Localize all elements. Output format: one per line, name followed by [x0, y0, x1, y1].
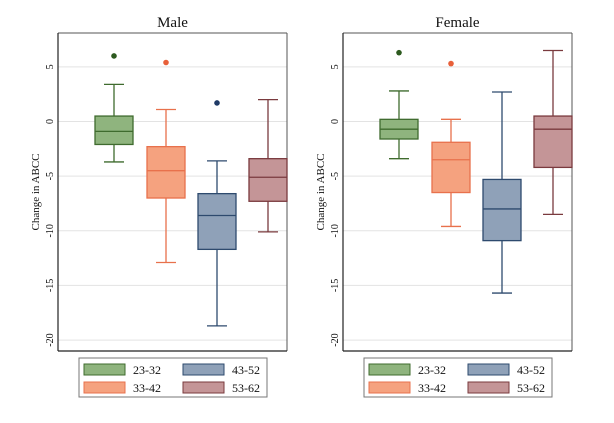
box-iqr [197, 192, 237, 251]
y-tick-label: -15 [45, 279, 56, 292]
box-33-42 [146, 59, 186, 264]
legend-label: 53-62 [232, 381, 260, 395]
legend-swatch [368, 363, 411, 376]
outlier-point [163, 59, 169, 66]
y-axis-label: Change in ABCC [315, 153, 327, 230]
y-tick-label: -20 [45, 333, 56, 346]
outlier-point [396, 49, 402, 56]
y-tick-label: 0 [45, 119, 56, 124]
legend-label: 53-62 [517, 381, 545, 395]
outlier-point [448, 60, 454, 67]
legend-item-33-42: 33-42 [83, 381, 161, 395]
legend-label: 23-32 [133, 363, 161, 377]
legend-swatch [467, 363, 510, 376]
chart-title: Male [157, 15, 188, 31]
box-53-62 [533, 49, 573, 216]
legend-item-53-62: 53-62 [182, 381, 260, 395]
legend: 23-32 33-42 43-52 53-62 [78, 357, 268, 398]
y-tick-label: -10 [330, 224, 341, 237]
legend-item-43-52: 43-52 [182, 363, 260, 377]
panel-female: Female 5 0 -5 -10 -15 -20 Change in ABCC 23-32 33… [315, 15, 573, 398]
legend-swatch [83, 381, 126, 394]
y-tick-label: -5 [45, 172, 56, 180]
box-iqr [482, 178, 522, 242]
y-tick-label: -20 [330, 333, 341, 346]
panel-male: Male 5 0 -5 -10 -15 -20 Change in ABCC 23-32 33-4… [30, 15, 288, 398]
legend-label: 33-42 [418, 381, 446, 395]
box-33-42 [431, 60, 471, 228]
legend-item-43-52: 43-52 [467, 363, 545, 377]
box-53-62 [248, 99, 288, 233]
box-iqr [146, 145, 186, 199]
box-43-52 [482, 91, 522, 294]
legend-swatch [83, 363, 126, 376]
y-tick-label: -10 [45, 224, 56, 237]
outlier-point [111, 53, 117, 59]
box-23-32 [379, 49, 419, 160]
legend-item-33-42: 33-42 [368, 381, 446, 395]
legend-item-23-32: 23-32 [368, 363, 446, 377]
legend-swatch [182, 381, 225, 394]
legend-label: 33-42 [133, 381, 161, 395]
y-tick-label: -15 [330, 279, 341, 292]
legend-label: 43-52 [232, 363, 260, 377]
y-tick-label: -5 [330, 172, 341, 180]
y-tick-label: 5 [45, 64, 56, 69]
box-iqr [431, 141, 471, 194]
legend-swatch [467, 381, 510, 394]
y-tick-label: 5 [330, 64, 341, 69]
legend-label: 43-52 [517, 363, 545, 377]
legend: 23-32 33-42 43-52 53-62 [363, 357, 553, 398]
y-axis-label: Change in ABCC [30, 153, 42, 230]
box-iqr [248, 158, 288, 202]
box-iqr [94, 115, 134, 146]
legend-swatch [368, 381, 411, 394]
legend-swatch [182, 363, 225, 376]
box-43-52 [197, 100, 237, 327]
legend-item-53-62: 53-62 [467, 381, 545, 395]
box-23-32 [94, 53, 134, 163]
legend-label: 23-32 [418, 363, 446, 377]
y-tick-label: 0 [330, 119, 341, 124]
legend-item-23-32: 23-32 [83, 363, 161, 377]
box-iqr [533, 115, 573, 169]
outlier-point [214, 100, 220, 106]
chart-title: Female [435, 15, 479, 31]
